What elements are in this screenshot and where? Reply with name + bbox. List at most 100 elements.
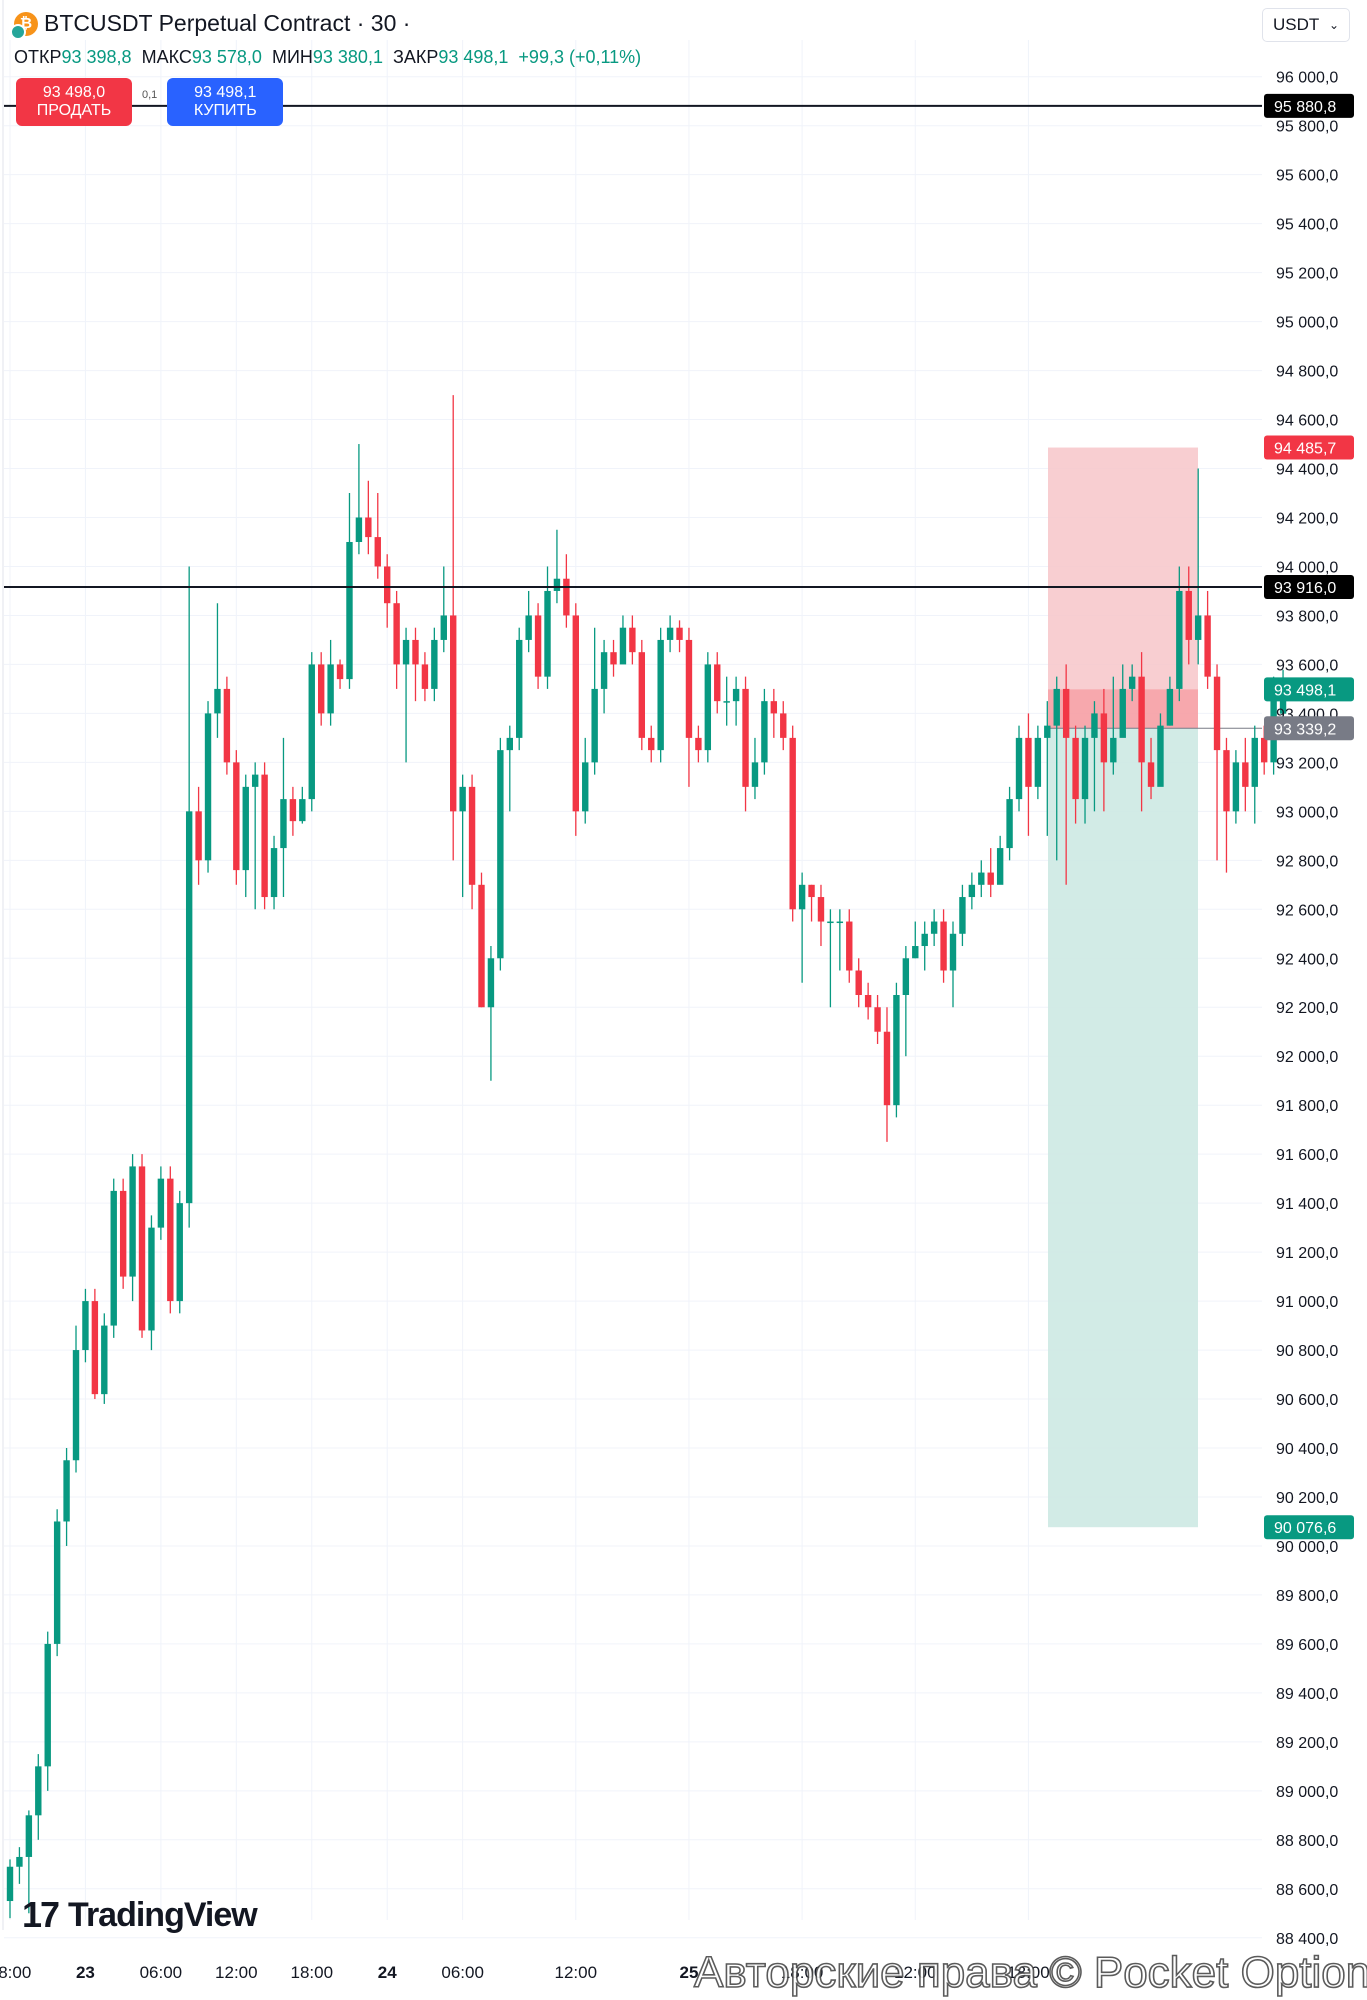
candle-body	[629, 627, 636, 653]
candle-body	[242, 786, 249, 871]
candle-body	[91, 1301, 99, 1395]
candle-body	[930, 921, 938, 934]
price-scale-label: 91 600,0	[1276, 1147, 1338, 1164]
sell-price: 93 498,0	[42, 84, 106, 101]
candle-body	[25, 1815, 33, 1857]
sell-button[interactable]: 93 498,0 ПРОДАТЬ	[16, 78, 132, 126]
price-scale-label: 95 200,0	[1276, 266, 1338, 283]
candle-body	[431, 639, 438, 689]
price-scale-label: 89 000,0	[1276, 1784, 1338, 1801]
take-profit-zone[interactable]	[1048, 728, 1198, 1528]
candle-body	[1166, 688, 1174, 726]
candle-body	[657, 639, 664, 751]
chart-header: ₿ BTCUSDT Perpetual Contract · 30 · ОТКР…	[10, 10, 641, 68]
candle-body	[921, 933, 928, 947]
candle-body	[817, 897, 825, 922]
candle-body	[600, 652, 608, 689]
price-scale-label: 89 400,0	[1276, 1686, 1338, 1703]
candle-body	[280, 799, 287, 849]
price-scale-label: 94 600,0	[1276, 413, 1338, 430]
price-scale-label: 88 800,0	[1276, 1833, 1338, 1850]
candle-body	[35, 1766, 42, 1816]
candle-body	[996, 848, 1004, 885]
candle-body	[808, 884, 815, 898]
horizontal-line-badge-bg	[1264, 575, 1354, 600]
candle-body	[846, 921, 853, 971]
candle-body	[742, 688, 749, 787]
price-scale-label: 91 000,0	[1276, 1294, 1338, 1311]
entry-price-badge-bg	[1264, 716, 1354, 741]
price-scale-label: 91 400,0	[1276, 1196, 1338, 1213]
price-scale-label: 92 000,0	[1276, 1049, 1338, 1066]
candle-body	[468, 786, 476, 885]
candle-body	[732, 688, 740, 702]
entry-price-badge: 93 339,2	[1274, 721, 1336, 738]
candle-body	[1034, 737, 1042, 787]
candle-body	[1110, 737, 1117, 763]
candle-body	[912, 946, 919, 959]
candle-body	[1138, 676, 1145, 763]
price-scale-label: 89 800,0	[1276, 1588, 1338, 1605]
candle-body	[695, 737, 702, 751]
candle-body	[148, 1227, 155, 1331]
price-scale-label: 94 800,0	[1276, 364, 1338, 381]
candle-body	[619, 627, 627, 665]
currency-select[interactable]: USDT ⌄	[1262, 8, 1350, 42]
high-value: 93 578,0	[191, 47, 262, 67]
candle-body	[1062, 688, 1070, 738]
candle-body	[402, 639, 410, 665]
candle-body	[82, 1301, 89, 1351]
candle-body	[893, 995, 900, 1106]
candle-body	[770, 701, 778, 714]
candle-body	[582, 762, 589, 812]
copyright-watermark: Авторские права © Pocket Option	[693, 1947, 1367, 1998]
time-scale-label: 12:00	[894, 1963, 937, 1982]
candle-body	[516, 639, 523, 738]
price-scale-label: 90 800,0	[1276, 1343, 1338, 1360]
buy-button[interactable]: 93 498,1 КУПИТЬ	[167, 78, 284, 126]
price-scale-label: 95 800,0	[1276, 119, 1338, 136]
candle-body	[1279, 689, 1287, 714]
candle-body	[497, 750, 504, 959]
candle-body	[959, 897, 966, 934]
open-label: ОТКР	[14, 47, 62, 67]
candle-body	[176, 1203, 183, 1302]
candle-body	[204, 713, 212, 861]
time-scale-label: 12:00	[555, 1963, 598, 1982]
candle-body	[949, 933, 957, 971]
candle-body	[233, 762, 240, 871]
candle-body	[270, 848, 278, 898]
price-scale-label: 90 000,0	[1276, 1539, 1338, 1556]
price-scale-label: 94 000,0	[1276, 559, 1338, 576]
candle-body	[666, 627, 674, 640]
bitcoin-icon: ₿	[10, 11, 38, 40]
price-scale-label: 89 200,0	[1276, 1735, 1338, 1752]
horizontal-line-badge: 95 880,8	[1274, 99, 1336, 116]
candle-body	[563, 578, 570, 616]
candle-body	[1100, 713, 1108, 763]
time-scale-label: 06:00	[140, 1963, 183, 1982]
candle-body	[978, 872, 985, 885]
candle-body	[1025, 737, 1032, 787]
time-scale-label: 25	[679, 1963, 698, 1982]
candle-body	[185, 811, 193, 1204]
symbol-name[interactable]: BTCUSDT Perpetual Contract · 30 ·	[44, 10, 411, 36]
candle-body	[525, 615, 532, 640]
candle-body	[195, 811, 202, 861]
candle-body	[459, 786, 466, 812]
candle-body	[610, 652, 617, 665]
take-profit-badge-bg	[1264, 1515, 1354, 1540]
candle-body	[101, 1325, 108, 1395]
candle-body	[1194, 615, 1202, 640]
time-scale-label: 18:00	[0, 1963, 31, 1982]
candle-body	[940, 921, 947, 971]
candle-body	[72, 1350, 80, 1461]
candle-body	[336, 664, 344, 680]
candle-body	[374, 537, 381, 567]
tradingview-logo[interactable]: 17 TradingView	[22, 1894, 258, 1936]
candle-body	[412, 639, 419, 665]
low-label: МИН	[271, 47, 313, 67]
symbol-title[interactable]: ₿ BTCUSDT Perpetual Contract · 30 ·	[10, 10, 641, 40]
candle-body	[1242, 762, 1249, 787]
